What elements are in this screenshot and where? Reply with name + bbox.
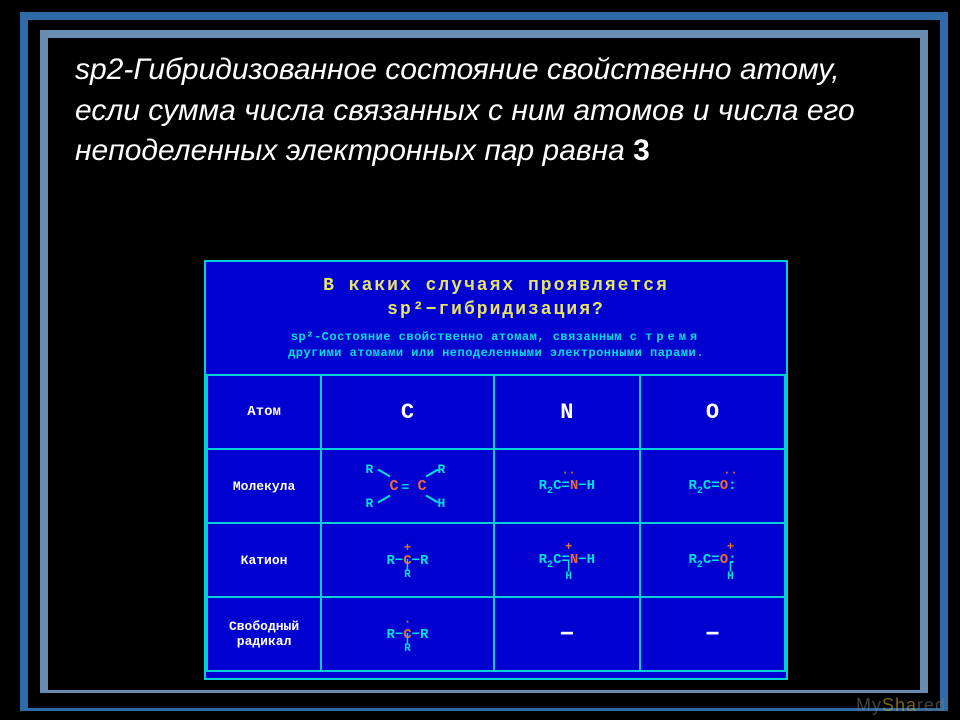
cell-molecule-n: R2C=N−H ··: [494, 449, 640, 523]
ethylene-structure: R R R H C=C: [347, 460, 467, 512]
cell-radical-o: −: [640, 597, 785, 671]
subtitle-part2: другими атомами или неподеленными электр…: [288, 346, 704, 360]
heading-prefix: sp2: [75, 53, 123, 86]
rowlabel-cation: Катион: [207, 523, 321, 597]
watermark-sha: Sha: [882, 695, 917, 715]
cell-radical-c: R−C−R · |R: [321, 597, 494, 671]
header-o: O: [640, 375, 785, 449]
hybridization-table: Атом C N O Молекула R R R H C=C: [206, 374, 786, 672]
question-line1: В каких случаях проявляется: [323, 276, 669, 296]
table-header-row: Атом C N O: [207, 375, 785, 449]
rowlabel-radical: Свободныйрадикал: [207, 597, 321, 671]
cell-cation-c: R−C−R + |R: [321, 523, 494, 597]
heading-body: -Гибридизованное состояние свойственно а…: [75, 53, 855, 167]
subtitle-spaced: тремя: [645, 330, 701, 344]
cell-molecule-o: R2C=O: ··: [640, 449, 785, 523]
cell-cation-n: R2C=N−H + |H: [494, 523, 640, 597]
cell-cation-o: R2C=O: + |H: [640, 523, 785, 597]
watermark-my: My: [856, 695, 882, 715]
slide-heading: sp2-Гибридизованное состояние свойственн…: [75, 50, 885, 172]
row-radical: Свободныйрадикал R−C−R · |R − −: [207, 597, 785, 671]
header-n: N: [494, 375, 640, 449]
cell-radical-n: −: [494, 597, 640, 671]
question-line2: sp²−гибридизация?: [387, 300, 605, 320]
subtitle-part1: sp²-Состояние свойственно атомам, связан…: [291, 330, 645, 344]
rowlabel-molecule: Молекула: [207, 449, 321, 523]
watermark-red: red: [917, 695, 946, 715]
row-molecule: Молекула R R R H C=C R2C=N−H ··: [207, 449, 785, 523]
table-subtitle: sp²-Состояние свойственно атомам, связан…: [206, 329, 786, 375]
header-c: C: [321, 375, 494, 449]
table-question: В каких случаях проявляется sp²−гибридиз…: [206, 262, 786, 329]
hybridization-table-panel: В каких случаях проявляется sp²−гибридиз…: [204, 260, 788, 680]
watermark: MyShared: [856, 695, 946, 716]
row-cation: Катион R−C−R + |R R2C=N−H + |H: [207, 523, 785, 597]
cell-molecule-c: R R R H C=C: [321, 449, 494, 523]
header-atom: Атом: [207, 375, 321, 449]
heading-number: 3: [633, 134, 650, 167]
